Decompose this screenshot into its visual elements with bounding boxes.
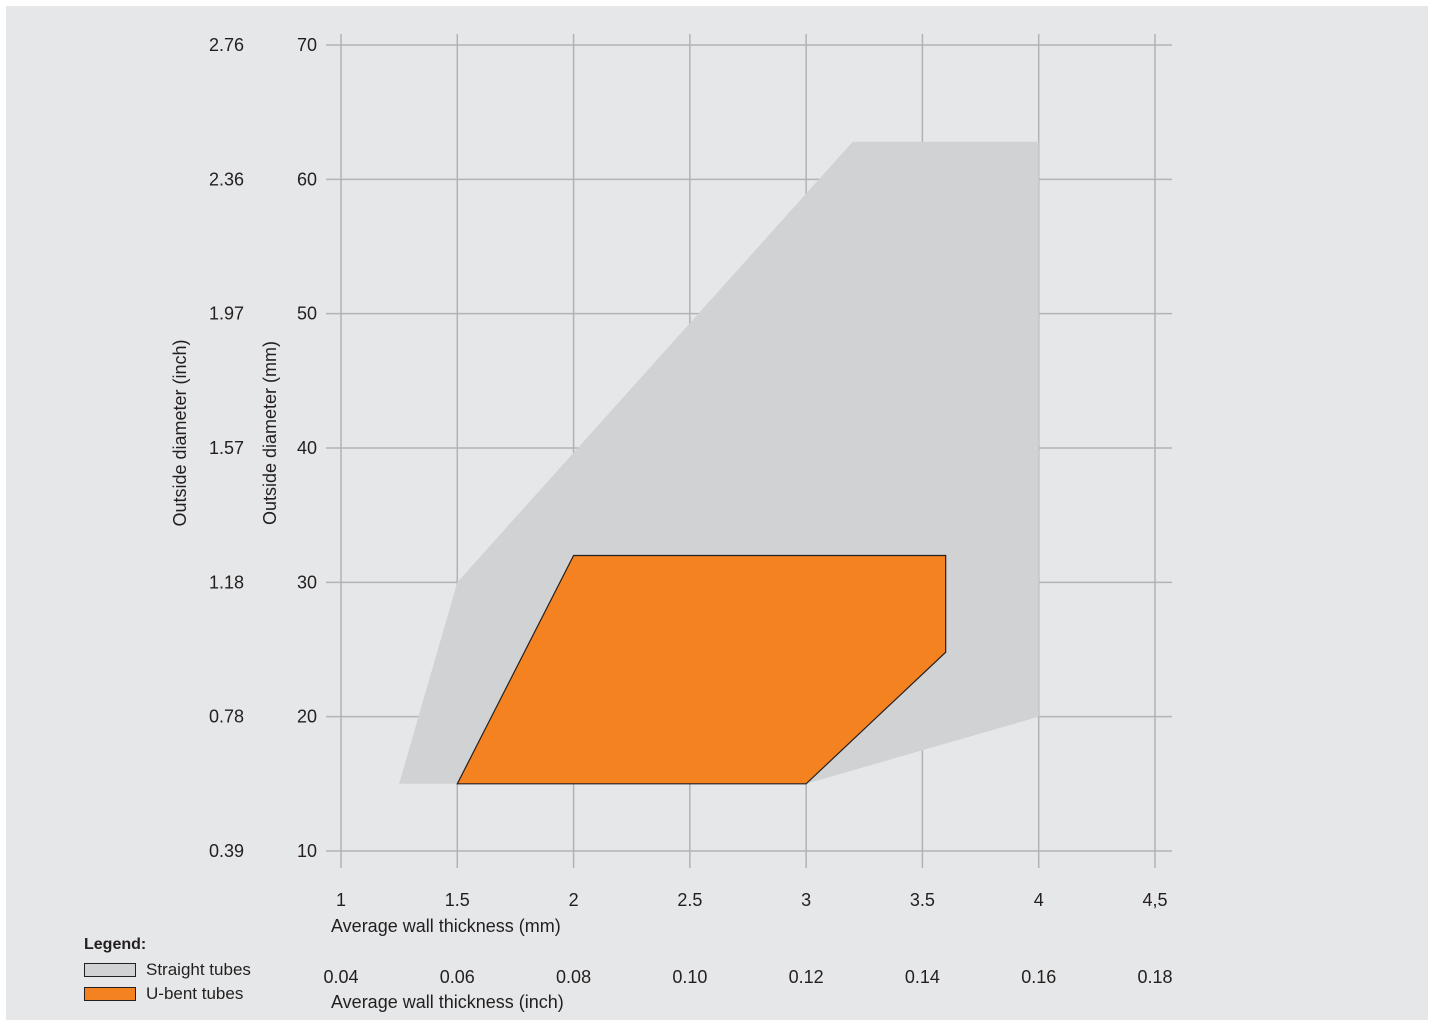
- y-axis-title-inch: Outside diameter (inch): [170, 339, 190, 526]
- y-axis-title-mm: Outside diameter (mm): [260, 341, 280, 525]
- y-tick-mm-1: 60: [297, 169, 317, 189]
- y-tick-mm-2: 50: [297, 304, 317, 324]
- y-tick-mm-0: 70: [297, 35, 317, 55]
- y-tick-inch-5: 0.78: [209, 707, 244, 727]
- legend-label-ubent: U-bent tubes: [146, 984, 244, 1003]
- u-bent-tubes-area: [456, 554, 947, 785]
- x-tick-mm-7: 4,5: [1142, 890, 1167, 910]
- legend-item-ubent: U-bent tubes: [84, 982, 251, 1006]
- x-tick-inch-6: 0.16: [1021, 967, 1056, 987]
- legend-swatch-ubent: [84, 987, 136, 1001]
- y-tick-inch-6: 0.39: [209, 841, 244, 861]
- legend-label-straight: Straight tubes: [146, 960, 251, 979]
- y-tick-inch-4: 1.18: [209, 572, 244, 592]
- x-tick-inch-2: 0.08: [556, 967, 591, 987]
- y-tick-inch-0: 2.76: [209, 35, 244, 55]
- x-tick-inch-7: 0.18: [1137, 967, 1172, 987]
- y-tick-inch-1: 2.36: [209, 169, 244, 189]
- legend-title: Legend:: [84, 936, 147, 953]
- x-axis-title-inch: Average wall thickness (inch): [331, 992, 564, 1012]
- x-tick-inch-4: 0.12: [789, 967, 824, 987]
- y-tick-mm-3: 40: [297, 438, 317, 458]
- chart-panel: 1 1.5 2 2.5 3 3.5 4 4,5 0.04 0.06 0.08 0.10 0.12 0.14…: [6, 6, 1428, 1020]
- x-tick-inch-5: 0.14: [905, 967, 940, 987]
- y-tick-mm-6: 10: [297, 841, 317, 861]
- y-tick-mm-4: 30: [297, 572, 317, 592]
- x-axis-title-mm: Average wall thickness (mm): [331, 916, 561, 936]
- x-tick-inch-0: 0.04: [323, 967, 358, 987]
- legend: Legend: Straight tubes U-bent tubes: [84, 936, 251, 1006]
- y-tick-inch-2: 1.97: [209, 304, 244, 324]
- x-tick-mm-5: 3.5: [910, 890, 935, 910]
- x-tick-mm-1: 1.5: [445, 890, 470, 910]
- x-tick-mm-3: 2.5: [677, 890, 702, 910]
- x-tick-mm-0: 1: [336, 890, 346, 910]
- x-tick-inch-1: 0.06: [440, 967, 475, 987]
- tick-labels: 1 1.5 2 2.5 3 3.5 4 4,5 0.04 0.06 0.08 0.10 0.12 0.14…: [209, 35, 1173, 987]
- legend-item-straight: Straight tubes: [84, 958, 251, 982]
- y-tick-inch-3: 1.57: [209, 438, 244, 458]
- x-tick-inch-3: 0.10: [672, 967, 707, 987]
- x-tick-mm-2: 2: [569, 890, 579, 910]
- x-tick-mm-6: 4: [1034, 890, 1044, 910]
- x-tick-mm-4: 3: [801, 890, 811, 910]
- y-tick-mm-5: 20: [297, 707, 317, 727]
- legend-swatch-straight: [84, 963, 136, 977]
- chart: 1 1.5 2 2.5 3 3.5 4 4,5 0.04 0.06 0.08 0.10 0.12 0.14…: [170, 34, 1173, 1012]
- series-areas: [399, 141, 1039, 785]
